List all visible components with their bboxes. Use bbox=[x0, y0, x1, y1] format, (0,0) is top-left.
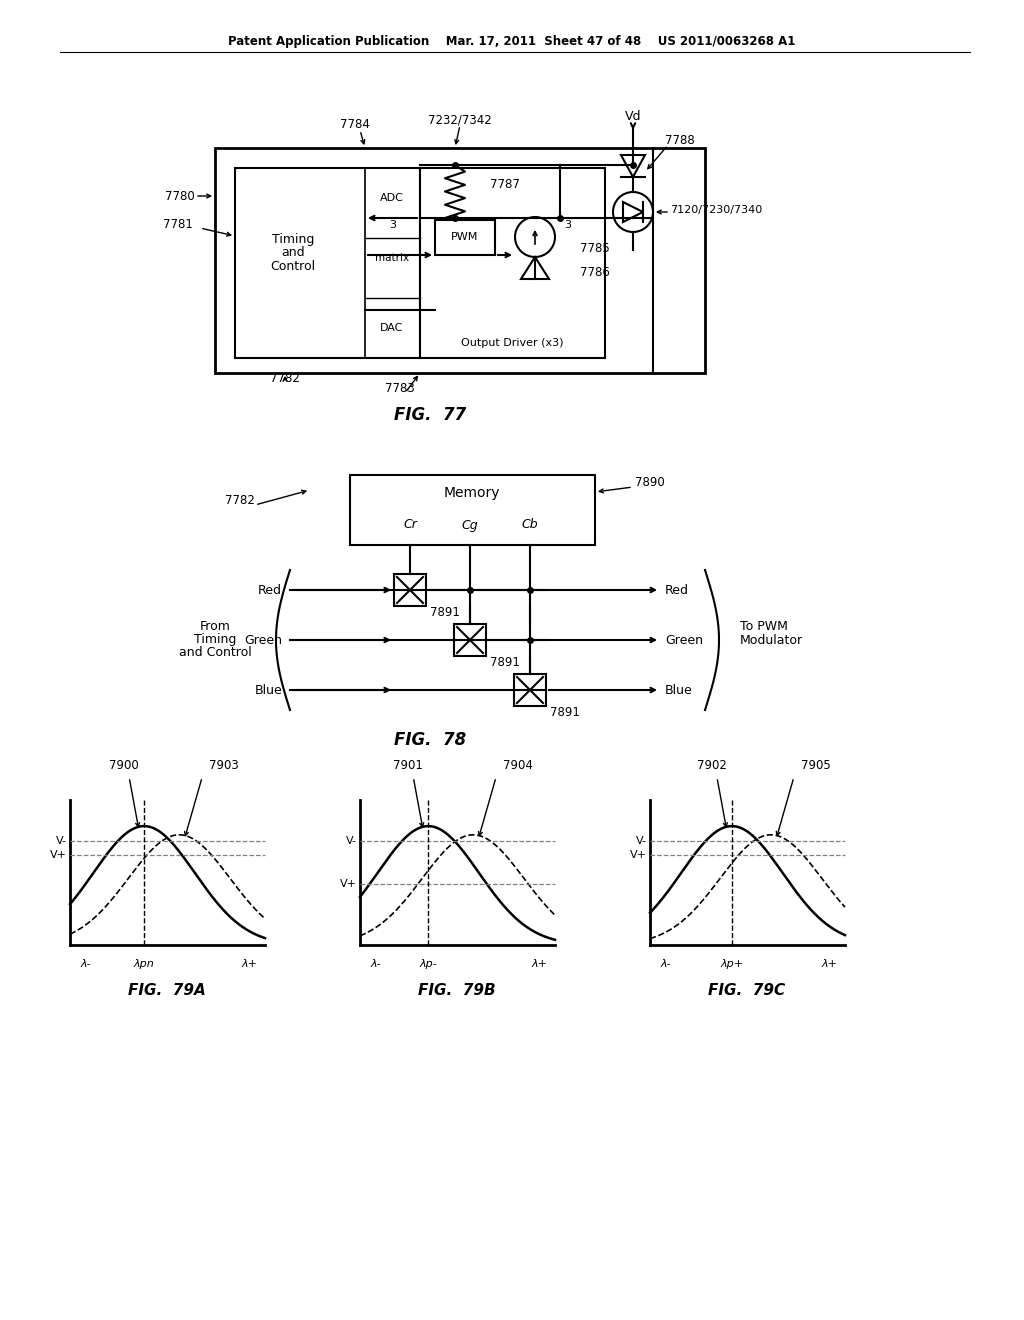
Text: 7903: 7903 bbox=[209, 759, 239, 772]
Text: 7783: 7783 bbox=[385, 381, 415, 395]
Text: matrix: matrix bbox=[375, 253, 409, 263]
Text: 7781: 7781 bbox=[163, 219, 193, 231]
Text: Blue: Blue bbox=[665, 684, 693, 697]
Text: V-: V- bbox=[636, 836, 647, 846]
Text: DAC: DAC bbox=[380, 323, 403, 333]
Text: 7786: 7786 bbox=[580, 265, 610, 279]
Text: FIG.  79C: FIG. 79C bbox=[709, 983, 785, 998]
Text: Vd: Vd bbox=[625, 111, 641, 124]
Text: λ+: λ+ bbox=[531, 960, 548, 969]
Text: Cb: Cb bbox=[521, 519, 539, 532]
Text: Output Driver (x3): Output Driver (x3) bbox=[461, 338, 563, 348]
Text: 7900: 7900 bbox=[110, 759, 139, 772]
Text: λ+: λ+ bbox=[242, 960, 257, 969]
Text: Cr: Cr bbox=[403, 519, 417, 532]
Text: λ-: λ- bbox=[371, 960, 381, 969]
Text: 7904: 7904 bbox=[503, 759, 532, 772]
Text: Control: Control bbox=[270, 260, 315, 272]
Text: Timing: Timing bbox=[194, 634, 237, 647]
Text: 7788: 7788 bbox=[665, 133, 694, 147]
Text: Memory: Memory bbox=[443, 486, 501, 500]
Text: 7902: 7902 bbox=[697, 759, 727, 772]
Text: Patent Application Publication    Mar. 17, 2011  Sheet 47 of 48    US 2011/00632: Patent Application Publication Mar. 17, … bbox=[228, 36, 796, 49]
Text: and: and bbox=[282, 247, 305, 260]
Bar bbox=[215, 148, 705, 374]
Text: 7784: 7784 bbox=[340, 119, 370, 132]
Bar bbox=[350, 475, 595, 545]
Text: 7890: 7890 bbox=[635, 475, 665, 488]
Text: V+: V+ bbox=[50, 850, 67, 861]
Text: V+: V+ bbox=[630, 850, 647, 861]
Text: ADC: ADC bbox=[380, 193, 403, 203]
Text: Blue: Blue bbox=[254, 684, 282, 697]
Bar bbox=[514, 675, 546, 706]
Text: 3: 3 bbox=[389, 220, 396, 230]
Text: 7891: 7891 bbox=[550, 705, 580, 718]
Text: λ-: λ- bbox=[660, 960, 671, 969]
Text: λ+: λ+ bbox=[821, 960, 838, 969]
Text: Modulator: Modulator bbox=[740, 634, 803, 647]
Text: λpn: λpn bbox=[134, 960, 155, 969]
Text: 7780: 7780 bbox=[165, 190, 195, 202]
Text: λp-: λp- bbox=[420, 960, 437, 969]
Text: Green: Green bbox=[665, 634, 703, 647]
Text: V-: V- bbox=[346, 836, 357, 846]
Text: V+: V+ bbox=[340, 879, 357, 890]
Text: From: From bbox=[200, 620, 230, 634]
Text: 7901: 7901 bbox=[393, 759, 423, 772]
Text: λ-: λ- bbox=[80, 960, 91, 969]
Text: PWM: PWM bbox=[452, 232, 478, 242]
Text: 7785: 7785 bbox=[580, 242, 609, 255]
Text: 7782: 7782 bbox=[225, 494, 255, 507]
Text: 7891: 7891 bbox=[490, 656, 520, 668]
Text: 7232/7342: 7232/7342 bbox=[428, 114, 492, 127]
Text: Green: Green bbox=[244, 634, 282, 647]
Bar bbox=[435, 220, 495, 255]
Text: Red: Red bbox=[665, 583, 689, 597]
Text: 7120/7230/7340: 7120/7230/7340 bbox=[670, 205, 762, 215]
Text: FIG.  79A: FIG. 79A bbox=[128, 983, 206, 998]
Text: 7787: 7787 bbox=[490, 178, 520, 191]
Text: λp+: λp+ bbox=[720, 960, 743, 969]
Text: 7782: 7782 bbox=[270, 371, 300, 384]
Text: 3: 3 bbox=[564, 220, 571, 230]
Text: Cg: Cg bbox=[462, 519, 478, 532]
Text: Timing: Timing bbox=[271, 234, 314, 247]
Text: 7905: 7905 bbox=[801, 759, 830, 772]
Text: FIG.  78: FIG. 78 bbox=[394, 731, 466, 748]
Text: FIG.  77: FIG. 77 bbox=[394, 407, 466, 424]
Text: and Control: and Control bbox=[178, 647, 251, 660]
Text: Red: Red bbox=[258, 583, 282, 597]
Text: 7891: 7891 bbox=[430, 606, 460, 619]
Bar bbox=[454, 624, 486, 656]
Text: V-: V- bbox=[56, 836, 67, 846]
Bar bbox=[394, 574, 426, 606]
Bar bbox=[234, 168, 420, 358]
Bar bbox=[420, 168, 605, 358]
Text: FIG.  79B: FIG. 79B bbox=[418, 983, 496, 998]
Text: To PWM: To PWM bbox=[740, 620, 787, 634]
